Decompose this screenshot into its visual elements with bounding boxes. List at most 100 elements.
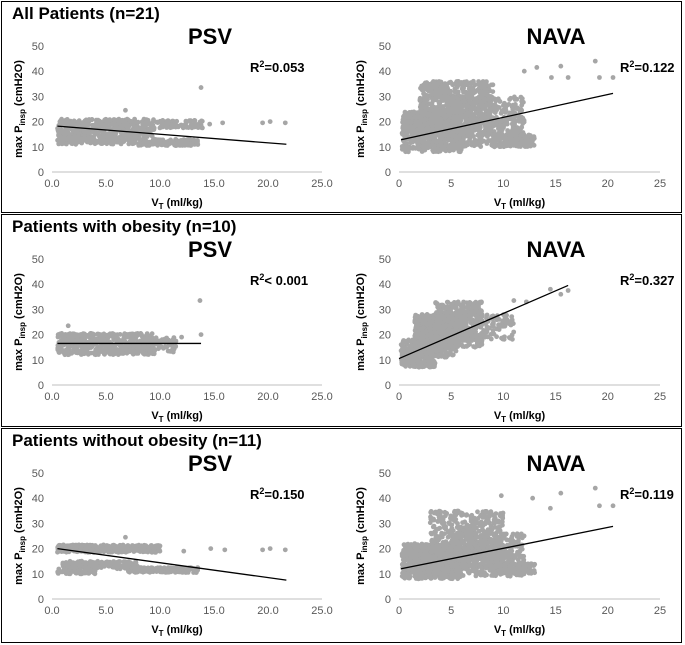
data-point <box>475 342 481 348</box>
data-point <box>519 96 525 101</box>
data-point <box>142 139 148 145</box>
x-tick-label: 5 <box>448 391 454 403</box>
data-point <box>469 131 475 137</box>
data-point <box>79 337 84 342</box>
data-point <box>413 119 419 124</box>
data-point <box>457 128 463 134</box>
y-tick-label: 40 <box>379 66 391 78</box>
data-point <box>155 142 161 148</box>
data-point <box>467 300 473 305</box>
data-point <box>460 314 466 320</box>
outlier-point <box>65 323 71 329</box>
data-point <box>418 122 423 128</box>
outlier-point <box>198 332 204 337</box>
data-point <box>100 135 106 140</box>
data-point <box>74 140 79 145</box>
data-point <box>74 338 79 344</box>
x-tick-label: 5.0 <box>98 605 113 617</box>
data-point <box>423 99 429 105</box>
data-point <box>478 342 484 347</box>
x-tick-label: 10 <box>497 178 509 190</box>
data-point <box>433 300 439 305</box>
data-point <box>198 124 203 130</box>
data-point <box>444 299 450 305</box>
data-point <box>172 119 178 125</box>
data-point <box>87 332 93 338</box>
y-tick-label: 10 <box>379 355 391 367</box>
chart-title: NAVA <box>526 26 585 49</box>
data-point <box>443 354 448 360</box>
data-point <box>486 109 492 114</box>
data-point <box>149 121 155 127</box>
data-point <box>466 330 472 336</box>
data-point <box>110 352 116 357</box>
y-tick-label: 50 <box>32 254 44 266</box>
data-point <box>93 131 98 137</box>
data-point <box>442 113 448 118</box>
data-point <box>463 118 469 124</box>
outlier-point <box>282 120 288 126</box>
data-point <box>483 123 489 129</box>
data-point <box>400 145 406 151</box>
data-point <box>91 122 97 128</box>
data-point <box>75 134 81 140</box>
data-point <box>461 103 467 109</box>
r-squared-label: R2=0.327 <box>620 272 675 288</box>
outlier-point <box>207 121 213 127</box>
data-point <box>116 348 121 354</box>
y-tick-label: 20 <box>379 117 391 129</box>
data-point <box>429 352 434 358</box>
data-point <box>434 127 439 133</box>
data-point <box>460 126 466 132</box>
y-tick-label: 30 <box>32 91 44 103</box>
data-point <box>183 120 189 126</box>
data-point <box>469 95 475 101</box>
data-point <box>425 106 431 112</box>
data-point <box>464 142 470 147</box>
data-point <box>96 331 101 337</box>
chart-title: PSV <box>188 239 232 262</box>
x-tick-label: 15.0 <box>203 391 224 403</box>
data-point <box>165 118 171 123</box>
data-point <box>474 317 480 322</box>
data-point <box>410 361 416 367</box>
data-point <box>425 144 431 150</box>
data-point <box>517 117 523 123</box>
y-tick-label: 0 <box>38 380 44 392</box>
data-point <box>509 332 515 338</box>
data-point <box>501 142 506 148</box>
data-point <box>114 139 120 145</box>
data-point <box>155 119 161 125</box>
data-point <box>416 146 422 152</box>
data-point <box>429 89 434 94</box>
data-point <box>192 124 197 130</box>
data-point <box>422 342 427 348</box>
data-point <box>486 97 492 103</box>
y-tick-label: 10 <box>32 569 44 581</box>
data-point <box>434 317 440 323</box>
data-point <box>494 317 500 323</box>
y-tick-label: 0 <box>38 167 44 179</box>
data-point <box>88 345 94 350</box>
outlier-point <box>565 288 571 293</box>
x-axis-label: VT (ml/kg) <box>494 197 546 211</box>
data-point <box>137 339 143 344</box>
x-tick-label: 25.0 <box>311 605 332 617</box>
data-point <box>130 343 136 348</box>
data-point <box>472 333 478 338</box>
data-point <box>513 102 518 107</box>
data-point <box>415 318 420 324</box>
data-point <box>471 106 477 111</box>
y-tick-label: 0 <box>38 594 44 606</box>
data-point <box>102 351 107 357</box>
data-point <box>520 121 526 126</box>
data-point <box>433 347 439 353</box>
data-point <box>434 95 440 100</box>
data-point <box>117 125 122 131</box>
data-point <box>131 136 137 141</box>
data-point <box>439 331 444 337</box>
trendline <box>400 92 614 141</box>
x-tick-label: 25.0 <box>311 391 332 403</box>
data-point <box>418 349 424 355</box>
x-tick-label: 10.0 <box>149 178 170 190</box>
